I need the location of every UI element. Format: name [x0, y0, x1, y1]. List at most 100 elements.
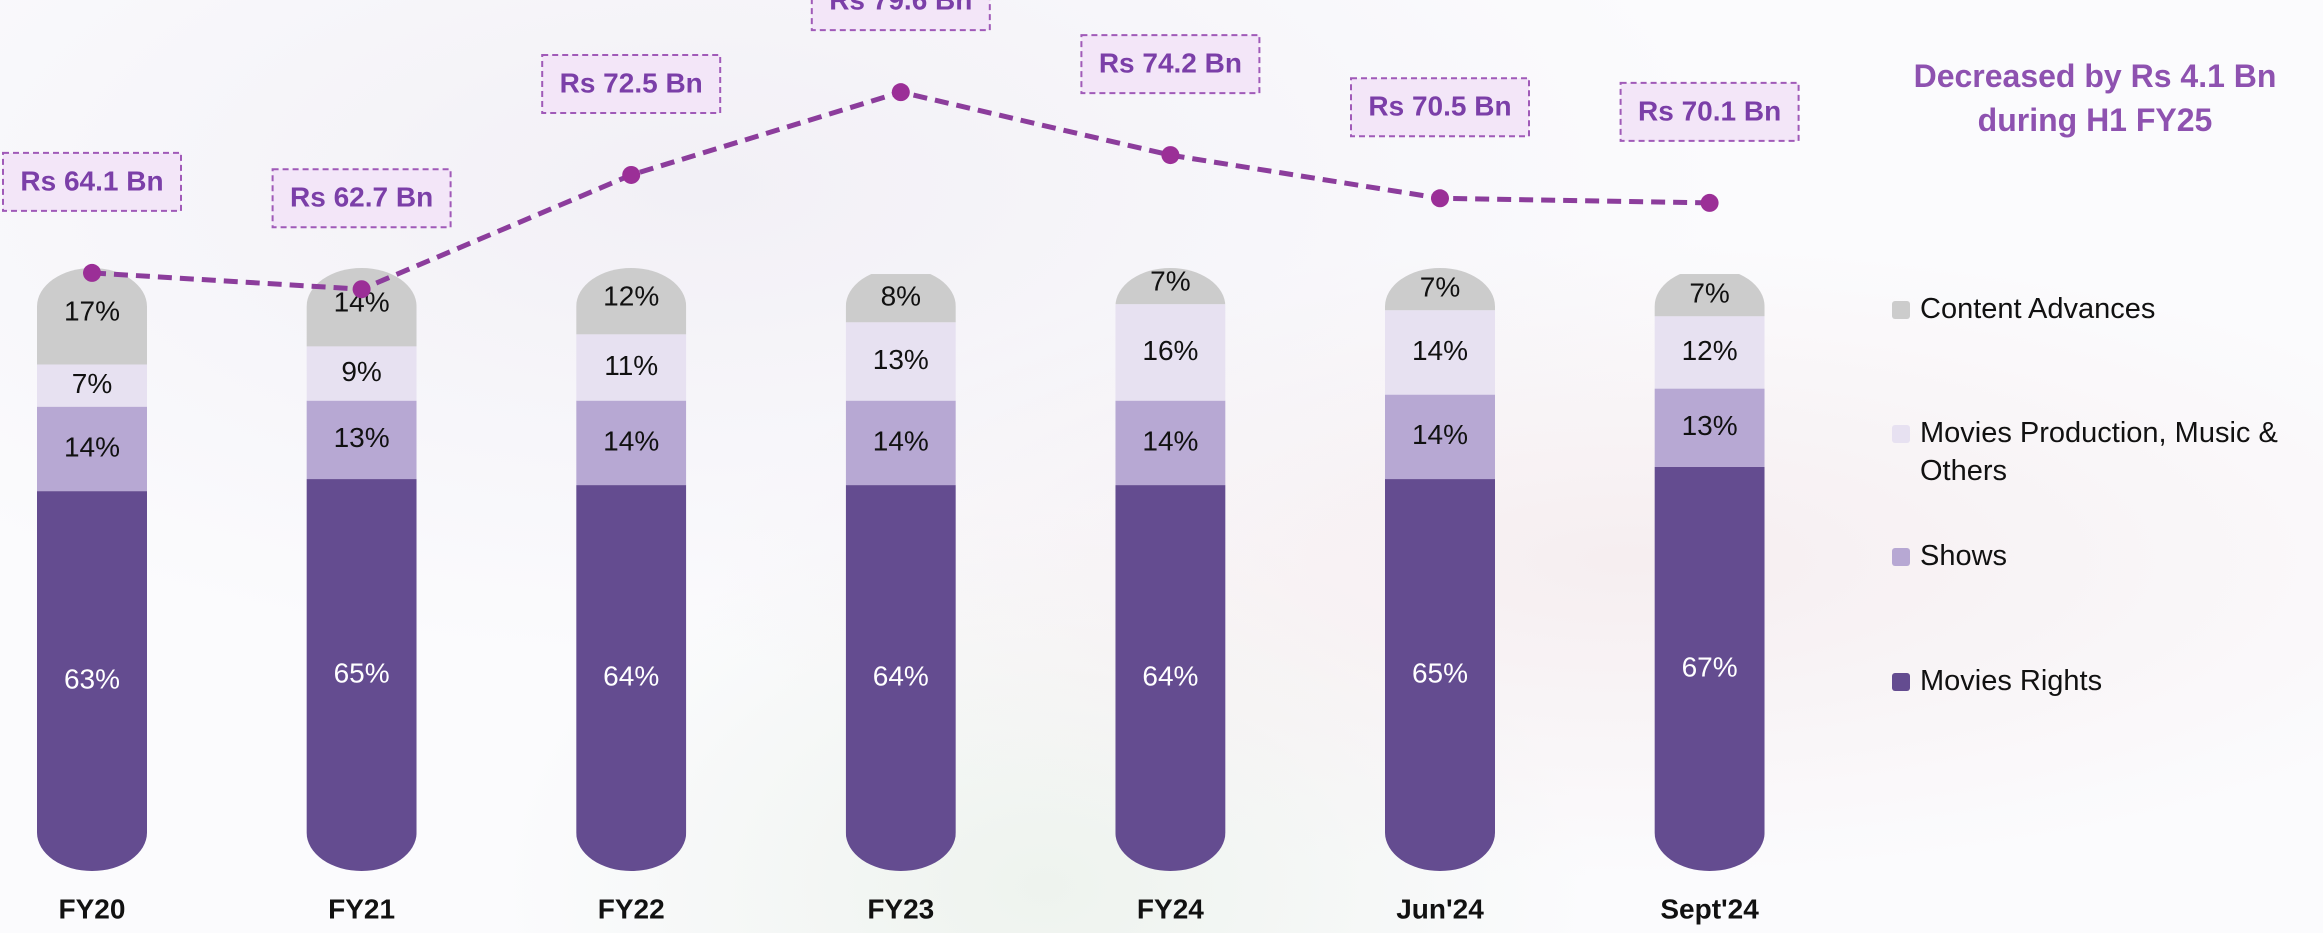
- bar-segment: [576, 268, 687, 335]
- data-label: 7%: [1150, 265, 1190, 296]
- data-label: Rs 72.5 Bn: [560, 67, 703, 98]
- data-label: 65%: [1412, 657, 1468, 688]
- bar-column: [576, 268, 687, 871]
- legend-label: Shows: [1920, 540, 2008, 572]
- label-box: [810, 0, 991, 32]
- bar-segment: [576, 334, 687, 401]
- bar-segment: [845, 274, 956, 323]
- line-point: [1431, 189, 1449, 208]
- bar-segment: [845, 485, 956, 871]
- data-label: 14%: [1412, 419, 1468, 450]
- bar-segment: [1115, 304, 1226, 401]
- label-box: [541, 53, 722, 114]
- bar-column: [845, 274, 956, 871]
- data-label: 14%: [603, 425, 659, 456]
- bar-segment: [37, 268, 147, 365]
- line-point: [891, 83, 910, 102]
- bar-segment: [576, 485, 687, 871]
- data-label: 13%: [873, 344, 929, 375]
- data-label: 11%: [604, 350, 658, 381]
- data-label: 64%: [603, 660, 659, 691]
- data-label: 12%: [603, 281, 659, 312]
- legend-label: Movies Rights: [1920, 665, 2103, 697]
- data-label: Rs 79.6 Bn: [829, 0, 972, 16]
- bar-segment: [1385, 310, 1495, 395]
- bar-segment: [306, 400, 417, 480]
- bar-column: [1654, 274, 1765, 871]
- bar-segment: [1654, 274, 1765, 317]
- line-point: [83, 263, 101, 282]
- line-point: [1700, 193, 1719, 212]
- data-label: Rs 70.1 Bn: [1638, 95, 1781, 126]
- bar-segment: [306, 346, 417, 401]
- bar-segment: [37, 491, 147, 871]
- bar-segment: [1115, 400, 1226, 486]
- annotation-line: during H1 FY25: [1977, 102, 2213, 138]
- bar-segment: [1115, 485, 1226, 871]
- bar-segment: [1654, 388, 1765, 467]
- label-box: [271, 168, 452, 229]
- x-tick-label: FY24: [1137, 893, 1204, 924]
- legend-swatch: [1892, 548, 1910, 566]
- x-tick-label: FY20: [59, 893, 126, 924]
- bar-segment: [845, 322, 956, 401]
- annotation-line: Decreased by Rs 4.1 Bn: [1913, 58, 2277, 94]
- line-point: [1161, 146, 1180, 165]
- data-label: 64%: [1142, 660, 1198, 691]
- bar-segment: [1385, 479, 1495, 871]
- data-label: 14%: [64, 431, 120, 462]
- data-label: 14%: [1412, 335, 1468, 366]
- bar-segment: [37, 364, 147, 407]
- x-tick-label: FY23: [867, 893, 934, 924]
- data-label: 67%: [1682, 651, 1738, 682]
- x-tick-label: Jun'24: [1396, 893, 1484, 924]
- data-label: 9%: [341, 356, 381, 387]
- bar-segment: [1654, 466, 1765, 871]
- legend-item: Movies Production, Music & Others: [1892, 414, 2312, 490]
- bar-segment: [306, 479, 417, 871]
- data-label: Rs 64.1 Bn: [20, 165, 163, 196]
- bar-segment: [845, 400, 956, 486]
- data-label: 14%: [873, 425, 929, 456]
- bar-column: [1385, 268, 1495, 871]
- annotation: Decreased by Rs 4.1 Bn during H1 FY25: [1880, 54, 2310, 142]
- data-label: 7%: [1689, 278, 1729, 309]
- label-box: [2, 151, 182, 212]
- bar-segment: [37, 406, 147, 492]
- label-box: [1080, 34, 1261, 95]
- label-box: [1350, 77, 1530, 138]
- data-label: 12%: [1682, 335, 1738, 366]
- legend-swatch: [1892, 301, 1910, 319]
- data-label: 17%: [64, 296, 120, 327]
- data-label: 64%: [873, 660, 929, 691]
- data-label: 7%: [72, 368, 112, 399]
- legend-label: Movies Production, Music & Others: [1920, 417, 2278, 487]
- data-label: 14%: [1142, 425, 1198, 456]
- legend-swatch: [1892, 425, 1910, 443]
- legend-item: Movies Rights: [1892, 662, 2312, 700]
- x-tick-label: FY22: [598, 893, 665, 924]
- data-label: 63%: [64, 663, 120, 694]
- line-point: [352, 280, 371, 299]
- legend-item: Shows: [1892, 537, 2312, 575]
- x-tick-label: Sept'24: [1660, 893, 1759, 924]
- data-label: 8%: [881, 281, 921, 312]
- label-box: [1619, 81, 1800, 142]
- data-label: Rs 74.2 Bn: [1099, 48, 1242, 79]
- data-label: 7%: [1420, 271, 1460, 302]
- legend-item: Content Advances: [1892, 290, 2312, 328]
- data-label: 65%: [334, 657, 390, 688]
- legend-swatch: [1892, 673, 1910, 691]
- data-label: Rs 62.7 Bn: [290, 182, 433, 213]
- data-label: 13%: [334, 422, 390, 453]
- bar-column: [37, 268, 147, 871]
- bar-segment: [1654, 316, 1765, 389]
- bar-segment: [576, 400, 687, 486]
- data-label: Rs 70.5 Bn: [1368, 91, 1511, 122]
- bar-segment: [1385, 394, 1495, 480]
- line-point: [622, 165, 641, 184]
- x-tick-label: FY21: [328, 893, 395, 924]
- bar-column: [306, 268, 417, 871]
